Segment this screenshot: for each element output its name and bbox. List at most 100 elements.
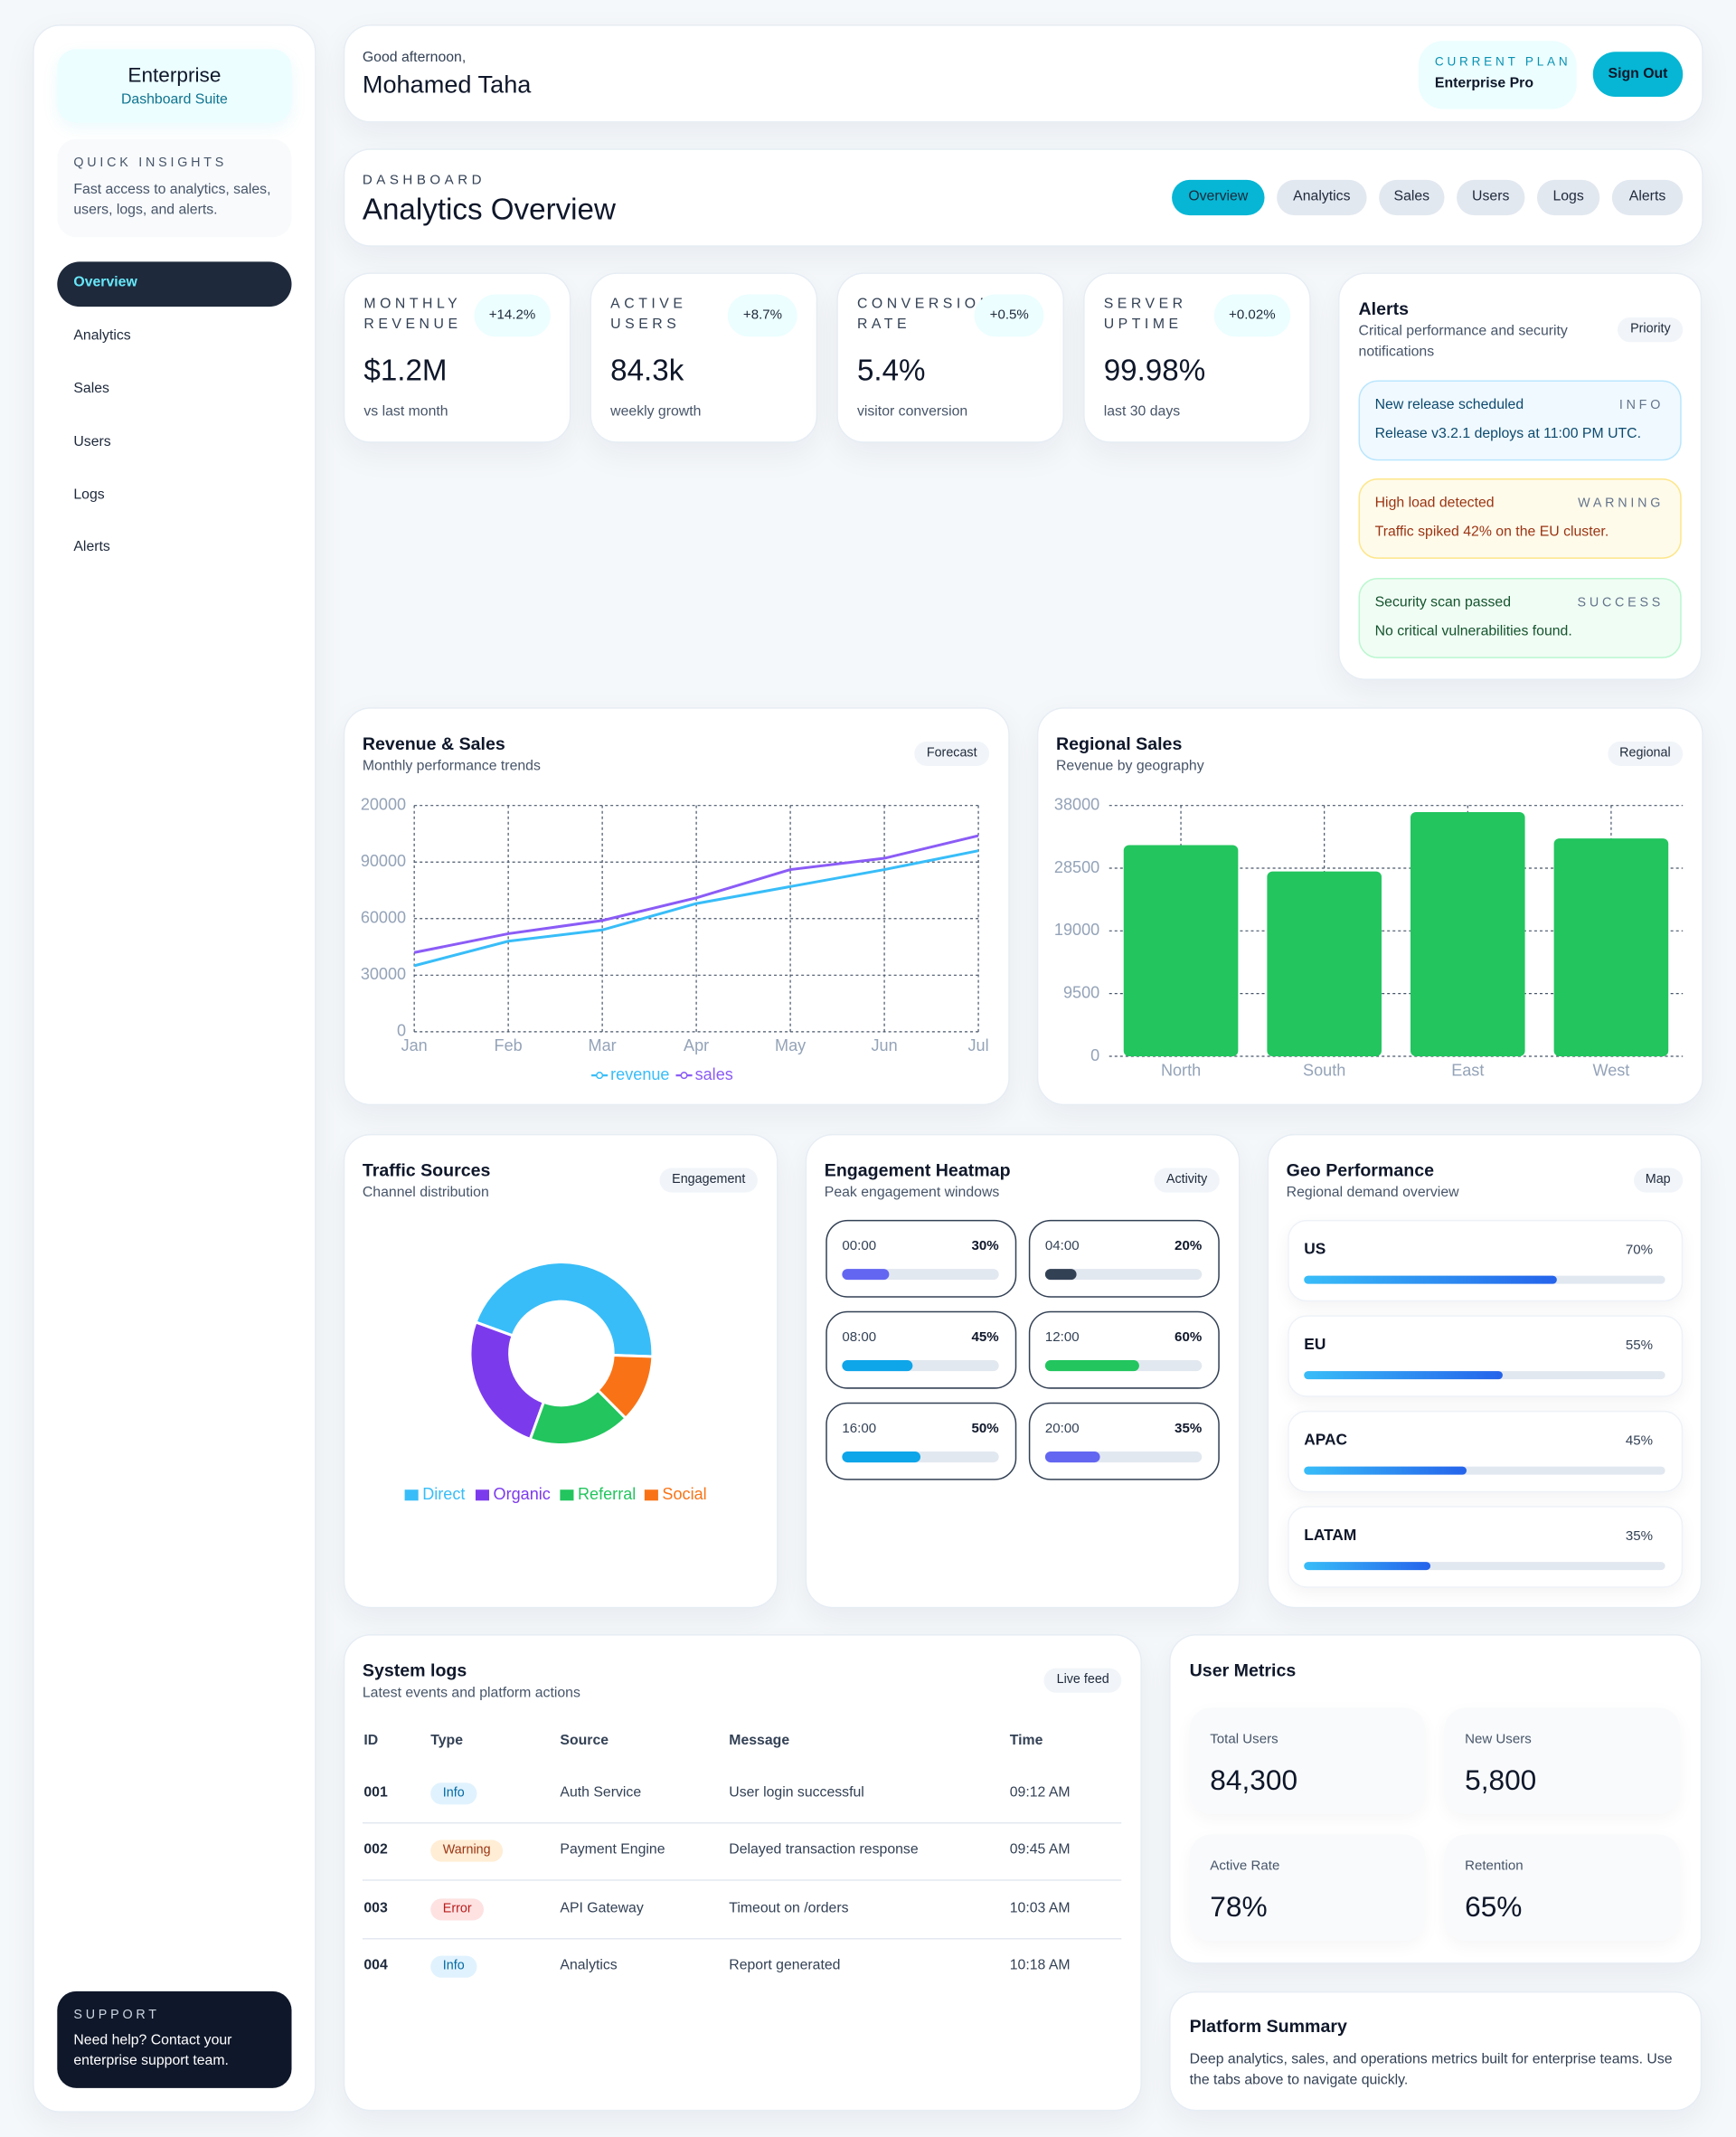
sign-out-label[interactable]: Sign Out <box>1608 65 1668 82</box>
alert-level: SUCCESS <box>1577 595 1665 610</box>
tab[interactable] <box>1457 179 1525 216</box>
cell-value: 45% <box>971 1329 999 1345</box>
sidebar <box>33 24 316 2113</box>
badge: Live feed <box>1044 1668 1122 1694</box>
eyebrow: DASHBOARD <box>362 172 486 188</box>
column-header: Message <box>729 1732 790 1749</box>
geo-name: APAC <box>1304 1432 1348 1449</box>
cell-value: 60% <box>1175 1329 1203 1345</box>
legend-label: Organic <box>494 1485 551 1503</box>
kpi-note: visitor conversion <box>856 403 968 421</box>
alert-title: High load detected <box>1374 495 1495 512</box>
legend-label: Direct <box>422 1485 465 1503</box>
alert-level: WARNING <box>1578 496 1665 511</box>
y-tick-label: 28500 <box>1054 858 1099 876</box>
kpi-value: 99.98% <box>1103 352 1206 387</box>
line-chart-card <box>343 707 1010 1106</box>
user-metrics-title: User Metrics <box>1189 1659 1297 1680</box>
platform-card <box>1169 1990 1703 2112</box>
column-header: ID <box>363 1732 379 1749</box>
cell: 001 <box>363 1784 388 1801</box>
metric-label: Active Rate <box>1210 1858 1280 1874</box>
kpi-value: $1.2M <box>363 352 448 387</box>
nav-item[interactable]: Logs <box>73 487 105 504</box>
cell-bar <box>842 1451 921 1463</box>
kpi-delta: +14.2% <box>474 294 551 337</box>
nav-item[interactable]: Users <box>73 433 111 450</box>
cell: Analytics <box>560 1957 618 1974</box>
cell: User login successful <box>729 1784 864 1801</box>
geo-item <box>1288 1410 1684 1493</box>
line-series <box>413 849 979 968</box>
metric-tile <box>1189 1834 1426 1942</box>
pie-slice <box>468 1320 546 1442</box>
plan <box>1418 41 1577 109</box>
nav-active[interactable] <box>57 261 292 307</box>
cell: 003 <box>363 1900 388 1917</box>
tab-label[interactable]: Alerts <box>1628 188 1666 205</box>
insights-text: Fast access to analytics, sales, users, … <box>73 181 271 219</box>
nav-item[interactable]: Alerts <box>73 538 110 555</box>
badge: Map <box>1633 1168 1684 1194</box>
tab[interactable] <box>1277 179 1367 216</box>
cell-time: 12:00 <box>1044 1329 1080 1345</box>
nav-item[interactable]: Overview <box>73 274 137 291</box>
cell: 10:03 AM <box>1009 1900 1071 1917</box>
heatmap-cell <box>1028 1310 1220 1389</box>
logs-card <box>343 1633 1142 2112</box>
tab-label[interactable]: Overview <box>1188 188 1249 205</box>
tab[interactable] <box>1536 179 1600 216</box>
geo-name: LATAM <box>1304 1527 1357 1544</box>
cell-bar <box>1044 1451 1100 1463</box>
geo-item <box>1288 1219 1684 1302</box>
x-tick-label: Jun <box>872 1036 898 1054</box>
type-badge: Info <box>430 1782 477 1805</box>
kpi-label: CONVERSION RATE <box>856 296 995 333</box>
heatmap-cell <box>826 1219 1017 1298</box>
badge: Engagement <box>659 1168 758 1194</box>
alert-text: No critical vulnerabilities found. <box>1374 622 1572 640</box>
alerts-subtitle: Critical performance and security notifi… <box>1358 323 1568 360</box>
column-header: Source <box>560 1732 609 1749</box>
row-separator <box>362 1879 1122 1881</box>
tab-label[interactable]: Users <box>1472 188 1510 205</box>
x-tick-label: Jul <box>968 1036 989 1054</box>
cell-value: 20% <box>1175 1238 1203 1253</box>
tab-label[interactable]: Logs <box>1552 188 1584 205</box>
cell-bar <box>842 1360 913 1372</box>
support <box>57 1990 292 2088</box>
cell-time: 20:00 <box>1044 1421 1080 1436</box>
cell-bar <box>842 1269 890 1281</box>
heatmap-subtitle: Peak engagement windows <box>824 1184 1000 1201</box>
x-tick-label: East <box>1451 1061 1484 1079</box>
row-separator <box>362 1821 1122 1824</box>
nav-item[interactable]: Sales <box>73 380 109 397</box>
pie-chart-subtitle: Channel distribution <box>362 1184 489 1201</box>
x-tick-label: South <box>1303 1061 1345 1079</box>
cell-time: 16:00 <box>842 1421 877 1436</box>
cell-track <box>1044 1269 1203 1281</box>
tab-label[interactable]: Sales <box>1393 188 1430 205</box>
y-tick-label: 20000 <box>361 795 406 813</box>
tab[interactable] <box>1172 179 1265 216</box>
tab[interactable] <box>1611 179 1684 216</box>
legend-swatch <box>644 1489 658 1501</box>
tab[interactable] <box>1379 179 1445 216</box>
bar <box>1553 838 1669 1056</box>
geo-bar <box>1304 1275 1557 1284</box>
sign-out-button[interactable] <box>1592 52 1684 98</box>
alert-text: Traffic spiked 42% on the EU cluster. <box>1374 523 1609 541</box>
column-header: Type <box>430 1732 464 1749</box>
geo-name: EU <box>1304 1336 1326 1353</box>
alert-level: INFO <box>1618 397 1665 413</box>
nav-item[interactable]: Analytics <box>73 326 131 345</box>
metric-value: 5,800 <box>1465 1765 1537 1797</box>
plan-name: Enterprise Pro <box>1434 75 1533 92</box>
kpi-note: vs last month <box>363 403 448 421</box>
alert-text: Release v3.2.1 deploys at 11:00 PM UTC. <box>1374 425 1641 442</box>
kpi-label: ACTIVE USERS <box>610 296 687 333</box>
tab-label[interactable]: Analytics <box>1293 188 1351 205</box>
cell: Report generated <box>729 1957 841 1974</box>
y-tick-label: 30000 <box>361 965 406 983</box>
y-tick-label: 90000 <box>361 852 406 870</box>
